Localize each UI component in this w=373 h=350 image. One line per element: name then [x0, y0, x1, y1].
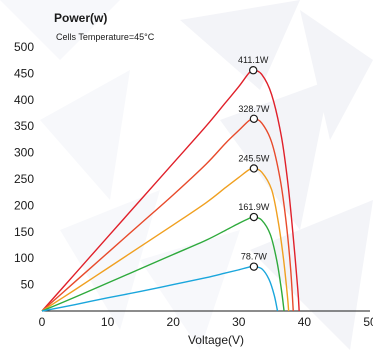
y-tick-label: 400 [14, 93, 34, 107]
y-tick-label: 50 [21, 278, 35, 292]
y-axis-ticks: 50 100 150 200 250 300 350 400 450 500 [14, 40, 34, 292]
peak-marker [249, 262, 259, 271]
y-tick-label: 100 [14, 251, 34, 265]
y-tick-label: 500 [14, 40, 34, 54]
background-facet [300, 10, 373, 140]
peak-label: 245.5W [238, 153, 270, 163]
y-tick-label: 450 [14, 66, 34, 80]
x-tick-label: 30 [232, 315, 246, 329]
y-tick-label: 300 [14, 146, 34, 160]
peak-markers: 411.1W 328.7W 245.5W 161.9W 78.7W [238, 55, 270, 271]
x-axis-ticks: 0 10 20 30 40 50 [39, 315, 373, 329]
peak-label: 78.7W [241, 252, 268, 262]
peak-marker [249, 164, 259, 173]
chart-subtitle: Cells Temperature=45°C [56, 32, 155, 42]
peak-marker [249, 114, 259, 124]
x-tick-label: 10 [101, 315, 115, 329]
y-tick-label: 350 [14, 119, 34, 133]
series-line [41, 167, 290, 312]
series-line [41, 118, 294, 312]
x-tick-label: 50 [363, 315, 373, 329]
series-line [41, 69, 300, 312]
y-tick-label: 200 [14, 198, 34, 212]
series-line [41, 216, 285, 312]
series-lines [41, 69, 300, 312]
y-axis-title: Power(w) [54, 11, 107, 25]
peak-marker [249, 66, 258, 75]
y-tick-label: 150 [14, 225, 34, 239]
y-tick-label: 250 [14, 172, 34, 186]
x-tick-label: 0 [39, 315, 46, 329]
background-facet [180, 0, 300, 90]
peak-label: 161.9W [238, 202, 270, 212]
peak-marker [249, 212, 259, 222]
x-tick-label: 20 [167, 315, 181, 329]
background-facet [0, 0, 120, 60]
background-facet [250, 200, 373, 350]
background-facet [40, 70, 130, 200]
x-axis-title: Voltage(V) [188, 333, 244, 347]
peak-label: 411.1W [238, 55, 269, 65]
x-tick-label: 40 [298, 315, 312, 329]
peak-label: 328.7W [238, 104, 270, 114]
background-facet [60, 190, 160, 330]
series-line [41, 265, 279, 312]
background-facet [140, 230, 240, 350]
